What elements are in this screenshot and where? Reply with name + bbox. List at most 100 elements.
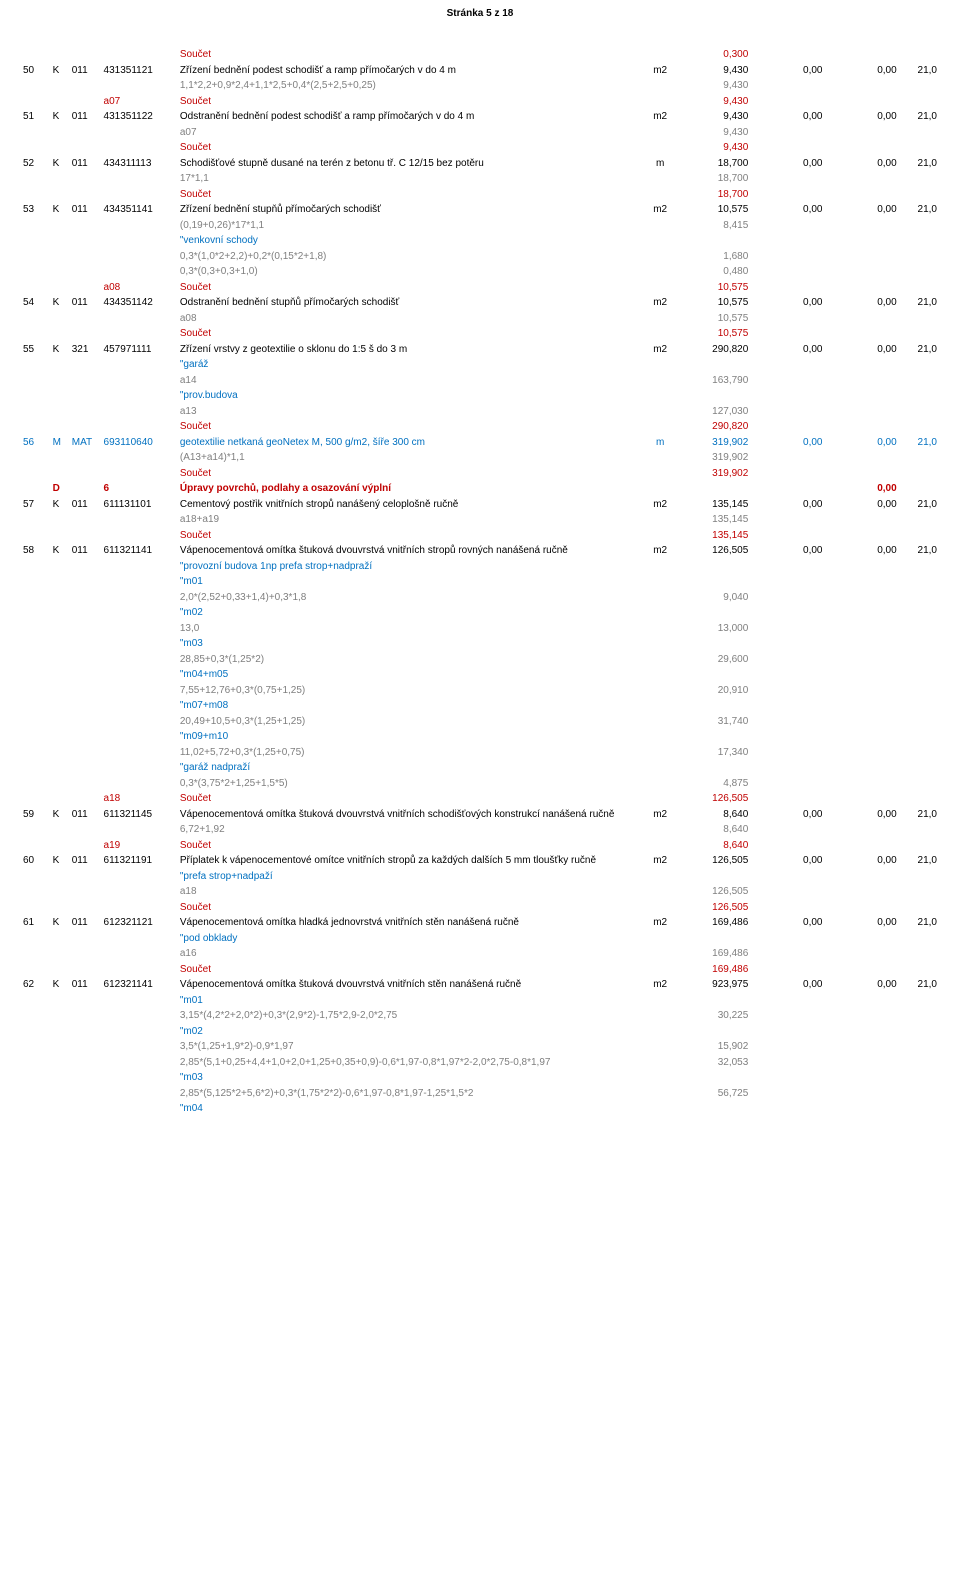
cell-h — [900, 125, 940, 141]
cell-kod — [101, 683, 177, 699]
cell-kod — [101, 574, 177, 590]
cell-kt: 011 — [69, 853, 101, 869]
cell-tp — [50, 590, 69, 606]
cell-qty: 30,225 — [677, 1008, 751, 1024]
table-row: Součet0,300 — [20, 47, 940, 63]
cell-h: 21,0 — [900, 109, 940, 125]
cell-jc: 0,00 — [751, 295, 825, 311]
cell-h — [900, 1101, 940, 1117]
cell-h — [900, 187, 940, 203]
cell-text: Součet — [177, 419, 643, 435]
cell-tp: K — [50, 543, 69, 559]
cell-kod — [101, 78, 177, 94]
cell-qty: 290,820 — [677, 342, 751, 358]
table-row: 6,72+1,928,640 — [20, 822, 940, 838]
cell-text: Příplatek k vápenocementové omítce vnitř… — [177, 853, 643, 869]
cell-kod: a19 — [101, 838, 177, 854]
cell-jc — [751, 698, 825, 714]
table-row: 51K011431351122Odstranění bednění podest… — [20, 109, 940, 125]
cell-pc — [20, 900, 50, 916]
cell-kt — [69, 419, 101, 435]
cell-cc — [826, 373, 900, 389]
cell-pc — [20, 47, 50, 63]
cell-mj — [643, 140, 677, 156]
cell-pc — [20, 931, 50, 947]
cell-kod: a18 — [101, 791, 177, 807]
cell-h — [900, 326, 940, 342]
cell-kt — [69, 791, 101, 807]
cell-pc — [20, 884, 50, 900]
cell-qty: 18,700 — [677, 187, 751, 203]
cell-qty: 127,030 — [677, 404, 751, 420]
table-row: "provozní budova 1np prefa strop+nadpraž… — [20, 559, 940, 575]
cell-tp: K — [50, 109, 69, 125]
cell-kod — [101, 962, 177, 978]
cell-kt — [69, 559, 101, 575]
cell-h — [900, 962, 940, 978]
cell-cc: 0,00 — [826, 342, 900, 358]
cell-kod — [101, 714, 177, 730]
cell-jc — [751, 1024, 825, 1040]
cell-text: Součet — [177, 791, 643, 807]
cell-mj — [643, 404, 677, 420]
table-row: Součet319,902 — [20, 466, 940, 482]
cell-h — [900, 667, 940, 683]
table-row: a18+a19135,145 — [20, 512, 940, 528]
cell-tp — [50, 1055, 69, 1071]
cell-cc — [826, 326, 900, 342]
cell-qty — [677, 574, 751, 590]
cell-jc: 0,00 — [751, 807, 825, 823]
cell-mj — [643, 171, 677, 187]
table-row: a079,430 — [20, 125, 940, 141]
cell-h — [900, 419, 940, 435]
cell-h — [900, 47, 940, 63]
cell-cc — [826, 1101, 900, 1117]
cell-h — [900, 78, 940, 94]
cell-h — [900, 1086, 940, 1102]
cell-jc: 0,00 — [751, 156, 825, 172]
cell-pc — [20, 218, 50, 234]
cell-mj — [643, 466, 677, 482]
cell-text: Cementový postřik vnitřních stropů nanáš… — [177, 497, 643, 513]
cell-jc — [751, 218, 825, 234]
cell-kt — [69, 373, 101, 389]
cell-cc: 0,00 — [826, 63, 900, 79]
cell-tp — [50, 1086, 69, 1102]
cell-pc — [20, 280, 50, 296]
cell-kod — [101, 698, 177, 714]
cell-qty — [677, 388, 751, 404]
cell-qty: 10,575 — [677, 326, 751, 342]
cell-mj — [643, 1086, 677, 1102]
cell-kod — [101, 1055, 177, 1071]
cell-jc — [751, 326, 825, 342]
cell-kod — [101, 125, 177, 141]
cell-kod — [101, 233, 177, 249]
table-row: a08Součet10,575 — [20, 280, 940, 296]
cell-jc — [751, 962, 825, 978]
cell-mj — [643, 776, 677, 792]
cell-kt — [69, 140, 101, 156]
cell-qty: 8,415 — [677, 218, 751, 234]
cell-mj — [643, 559, 677, 575]
cell-text: 28,85+0,3*(1,25*2) — [177, 652, 643, 668]
cell-tp — [50, 280, 69, 296]
cell-kt — [69, 326, 101, 342]
cell-pc — [20, 373, 50, 389]
cell-h — [900, 993, 940, 1009]
cell-tp — [50, 962, 69, 978]
cell-cc — [826, 264, 900, 280]
cell-pc — [20, 419, 50, 435]
cell-kt — [69, 280, 101, 296]
cell-tp — [50, 1008, 69, 1024]
cell-qty: 1,680 — [677, 249, 751, 265]
cell-text: Vápenocementová omítka hladká jednovrstv… — [177, 915, 643, 931]
cell-qty: 10,575 — [677, 202, 751, 218]
cell-jc: 0,00 — [751, 977, 825, 993]
cell-cc — [826, 791, 900, 807]
cell-jc: 0,00 — [751, 63, 825, 79]
cell-h: 21,0 — [900, 807, 940, 823]
cell-jc — [751, 1070, 825, 1086]
cell-tp — [50, 559, 69, 575]
cell-mj — [643, 869, 677, 885]
table-row: 55K321457971111Zřízení vrstvy z geotexti… — [20, 342, 940, 358]
